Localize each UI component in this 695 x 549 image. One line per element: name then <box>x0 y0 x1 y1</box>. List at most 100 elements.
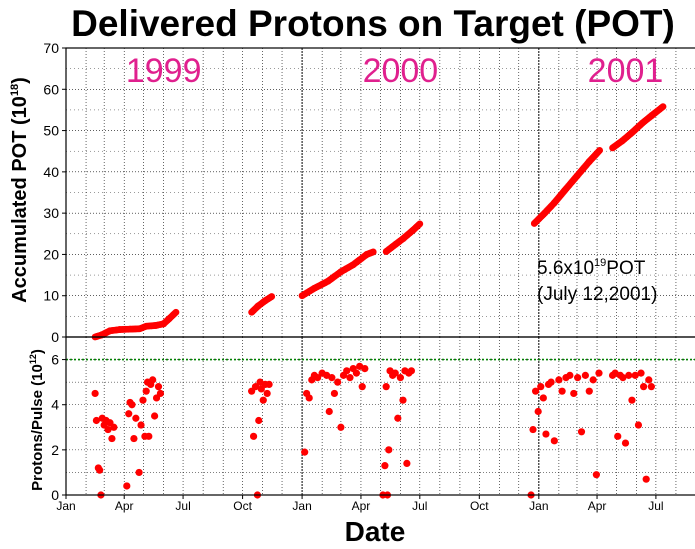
xtick-label: Apr <box>352 499 371 513</box>
ytick-label: 2 <box>51 442 59 458</box>
pulse-point <box>539 394 547 402</box>
xtick-label: Jul <box>175 499 190 513</box>
pulse-point <box>381 462 389 470</box>
year-labels: 1999 2000 2001 <box>126 52 663 90</box>
pulse-point <box>156 389 165 398</box>
pulse-point <box>621 439 630 447</box>
pulse-point <box>305 394 313 402</box>
ytick-label: 6 <box>51 352 59 368</box>
pulse-point <box>251 383 260 391</box>
pulse-point <box>407 367 416 375</box>
ytick-label: 4 <box>51 397 59 413</box>
pulse-point <box>132 414 140 422</box>
pulse-point <box>534 407 542 416</box>
pot-annotation-line1: 5.6x1019POT <box>537 257 646 279</box>
year-label: 2001 <box>588 52 664 90</box>
pulse-point <box>531 387 540 395</box>
pulse-point <box>154 383 163 391</box>
pulse-point <box>149 376 157 384</box>
pulse-point <box>385 446 393 454</box>
pot-point <box>659 103 667 111</box>
x-axis-label: Date <box>345 516 406 547</box>
xtick-label: Apr <box>588 499 607 513</box>
pulse-point <box>585 387 593 395</box>
ytick-label: 0 <box>51 329 59 345</box>
year-label: 1999 <box>126 52 202 90</box>
pulse-point <box>325 407 333 416</box>
xtick-label: Jul <box>412 499 427 513</box>
pulse-point <box>537 383 545 391</box>
ytick-label: 10 <box>43 288 59 304</box>
pulse-point <box>130 434 138 443</box>
pulse-point <box>91 389 99 398</box>
pulse-point <box>337 423 345 431</box>
pulse-point <box>135 468 143 477</box>
pulse-point <box>645 376 653 384</box>
pulse-point <box>255 416 263 425</box>
pulse-point <box>547 378 555 386</box>
pulse-point <box>628 396 636 404</box>
pulse-point <box>529 425 537 434</box>
ytick-label: 0 <box>51 487 59 503</box>
pulse-point <box>108 434 116 443</box>
xtick-label: Oct <box>233 499 252 513</box>
pot-point <box>268 293 276 300</box>
pulse-point <box>92 416 101 425</box>
pulse-point <box>619 374 627 382</box>
pulse-point <box>382 383 390 391</box>
pulse-point <box>595 369 603 377</box>
pulse-point <box>625 371 633 379</box>
year-label: 2000 <box>363 52 439 90</box>
ytick-label: 30 <box>43 205 59 221</box>
pulse-point <box>566 371 574 379</box>
ytick-label: 20 <box>43 246 59 262</box>
pulse-point <box>314 374 322 382</box>
pulse-point <box>577 428 586 436</box>
pulse-point <box>128 401 136 409</box>
pulse-point <box>574 374 582 382</box>
bottom-y-axis-label: Protons/Pulse (1012) <box>28 349 46 491</box>
pot-point <box>596 146 604 154</box>
pulse-point <box>104 425 112 434</box>
pulse-point <box>125 410 133 418</box>
accumulated-pot-series <box>91 103 667 341</box>
bottom-panel-grid <box>66 336 695 496</box>
pot-point <box>416 220 424 228</box>
pot-point <box>172 308 180 316</box>
pulse-point <box>558 387 566 395</box>
pulse-point <box>142 387 150 395</box>
pulse-point <box>640 383 648 391</box>
bottom-panel-frame <box>65 336 695 496</box>
ytick-label: 70 <box>43 40 59 56</box>
pulse-point <box>396 374 405 382</box>
pulse-point <box>581 371 589 379</box>
pulse-point <box>352 369 361 377</box>
pulse-point <box>614 432 622 440</box>
pulse-point <box>642 475 650 483</box>
ytick-label: 40 <box>43 164 59 180</box>
pulse-point <box>265 380 273 388</box>
pulse-point <box>330 389 339 398</box>
pulse-point <box>137 421 145 429</box>
pulse-point <box>110 423 118 431</box>
pulse-point <box>334 378 342 386</box>
pulse-point <box>361 365 369 373</box>
pulse-point <box>542 430 550 438</box>
xtick-label: Apr <box>115 499 134 513</box>
xtick-label: Jan <box>56 499 75 513</box>
pulse-point <box>259 396 267 404</box>
pulse-point <box>139 396 147 404</box>
pulse-point <box>145 432 153 440</box>
pot-annotation-line2: (July 12,2001) <box>537 284 657 305</box>
top-panel-grid <box>66 47 695 338</box>
pulse-point <box>637 369 645 377</box>
pulse-point <box>328 374 336 382</box>
pulse-point <box>123 482 131 490</box>
pot-point <box>369 248 377 256</box>
pulse-point <box>550 437 558 445</box>
pulse-point <box>263 389 271 398</box>
pulse-point <box>358 383 366 391</box>
chart-title: Delivered Protons on Target (POT) <box>71 3 675 44</box>
